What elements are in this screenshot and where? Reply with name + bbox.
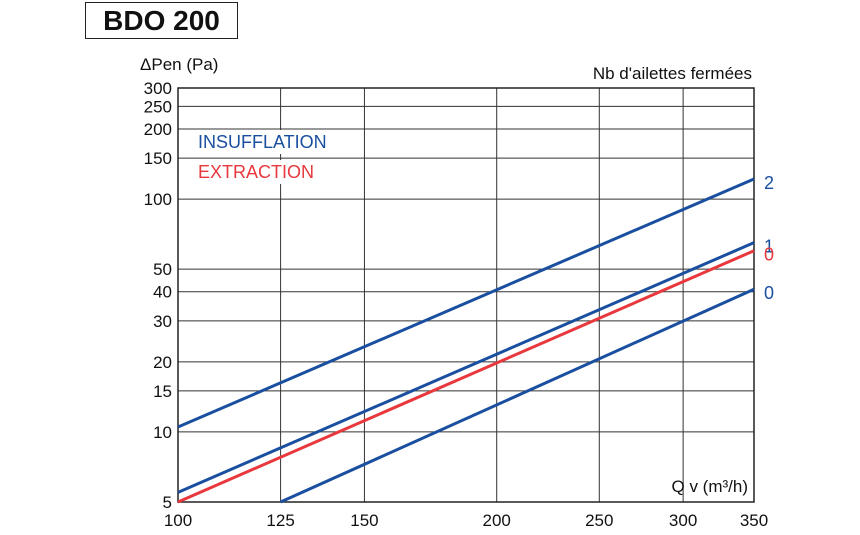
x-tick-label: 100 bbox=[164, 511, 192, 530]
x-tick-label: 300 bbox=[669, 511, 697, 530]
series-label: 2 bbox=[764, 173, 774, 193]
grid bbox=[177, 87, 755, 503]
x-axis-label: Q v (m³/h) bbox=[672, 477, 749, 496]
y-tick-label: 300 bbox=[144, 79, 172, 98]
series-lines bbox=[177, 177, 755, 504]
series-label: 1 bbox=[764, 237, 774, 257]
y-tick-label: 200 bbox=[144, 120, 172, 139]
series-line bbox=[177, 241, 755, 494]
legend: INSUFFLATION EXTRACTION bbox=[194, 130, 327, 184]
legend-backdrop bbox=[194, 130, 314, 154]
series-line bbox=[177, 249, 755, 504]
y-tick-label: 15 bbox=[153, 382, 172, 401]
series-line bbox=[279, 287, 755, 504]
x-tick-label: 150 bbox=[350, 511, 378, 530]
series-line bbox=[177, 177, 755, 429]
y-tick-label: 250 bbox=[144, 97, 172, 116]
legend-title: Nb d'ailettes fermées bbox=[593, 64, 752, 83]
y-axis-label: ΔPen (Pa) bbox=[140, 55, 218, 74]
x-tick-label: 125 bbox=[266, 511, 294, 530]
y-tick-label: 30 bbox=[153, 312, 172, 331]
legend-entry: INSUFFLATION bbox=[198, 132, 327, 152]
legend-backdrop bbox=[194, 160, 314, 184]
series-label: 0 bbox=[764, 245, 774, 265]
x-tick-label: 350 bbox=[740, 511, 768, 530]
tick-labels: 100 125 150 200 250 300 3505101520304050100150… bbox=[144, 79, 769, 530]
y-tick-label: 20 bbox=[153, 353, 172, 372]
x-tick-label: 200 bbox=[483, 511, 511, 530]
legend-entry: EXTRACTION bbox=[198, 162, 314, 182]
y-tick-label: 150 bbox=[144, 149, 172, 168]
y-tick-label: 10 bbox=[153, 423, 172, 442]
y-tick-label: 5 bbox=[163, 493, 172, 512]
plot-border bbox=[177, 87, 755, 503]
series-label: 0 bbox=[764, 283, 774, 303]
x-tick-label: 250 bbox=[585, 511, 613, 530]
y-tick-label: 100 bbox=[144, 190, 172, 209]
y-tick-label: 50 bbox=[153, 260, 172, 279]
chart-title: BDO 200 bbox=[85, 2, 238, 39]
y-tick-label: 40 bbox=[153, 283, 172, 302]
